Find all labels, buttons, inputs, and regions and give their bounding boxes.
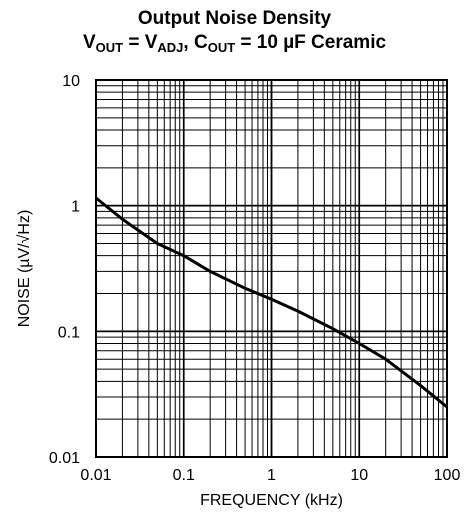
y-tick-labels: 0.01 0.1 1 10 bbox=[49, 73, 80, 467]
x-axis-label: FREQUENCY (kHz) bbox=[200, 492, 343, 509]
plot-frame bbox=[95, 79, 448, 458]
grid bbox=[95, 79, 448, 458]
y-axis-label: NOISE (µV/√Hz) bbox=[16, 210, 33, 328]
y-tick-label: 10 bbox=[62, 73, 80, 90]
noise-series-line bbox=[95, 196, 448, 409]
chart-subtitle: VOUT = VADJ, COUT = 10 µF Ceramic bbox=[82, 32, 387, 55]
x-tick-label: 100 bbox=[434, 467, 461, 484]
y-tick-label: 1 bbox=[71, 199, 80, 216]
x-tick-label: 0.01 bbox=[80, 467, 111, 484]
x-tick-label: 1 bbox=[267, 467, 276, 484]
y-tick-label: 0.1 bbox=[58, 324, 80, 341]
x-tick-labels: 0.01 0.1 1 10 100 bbox=[80, 467, 460, 484]
x-tick-label: 10 bbox=[350, 467, 368, 484]
x-tick-label: 0.1 bbox=[173, 467, 195, 484]
y-tick-label: 0.01 bbox=[49, 450, 80, 467]
chart-title: Output Noise Density bbox=[137, 8, 332, 29]
